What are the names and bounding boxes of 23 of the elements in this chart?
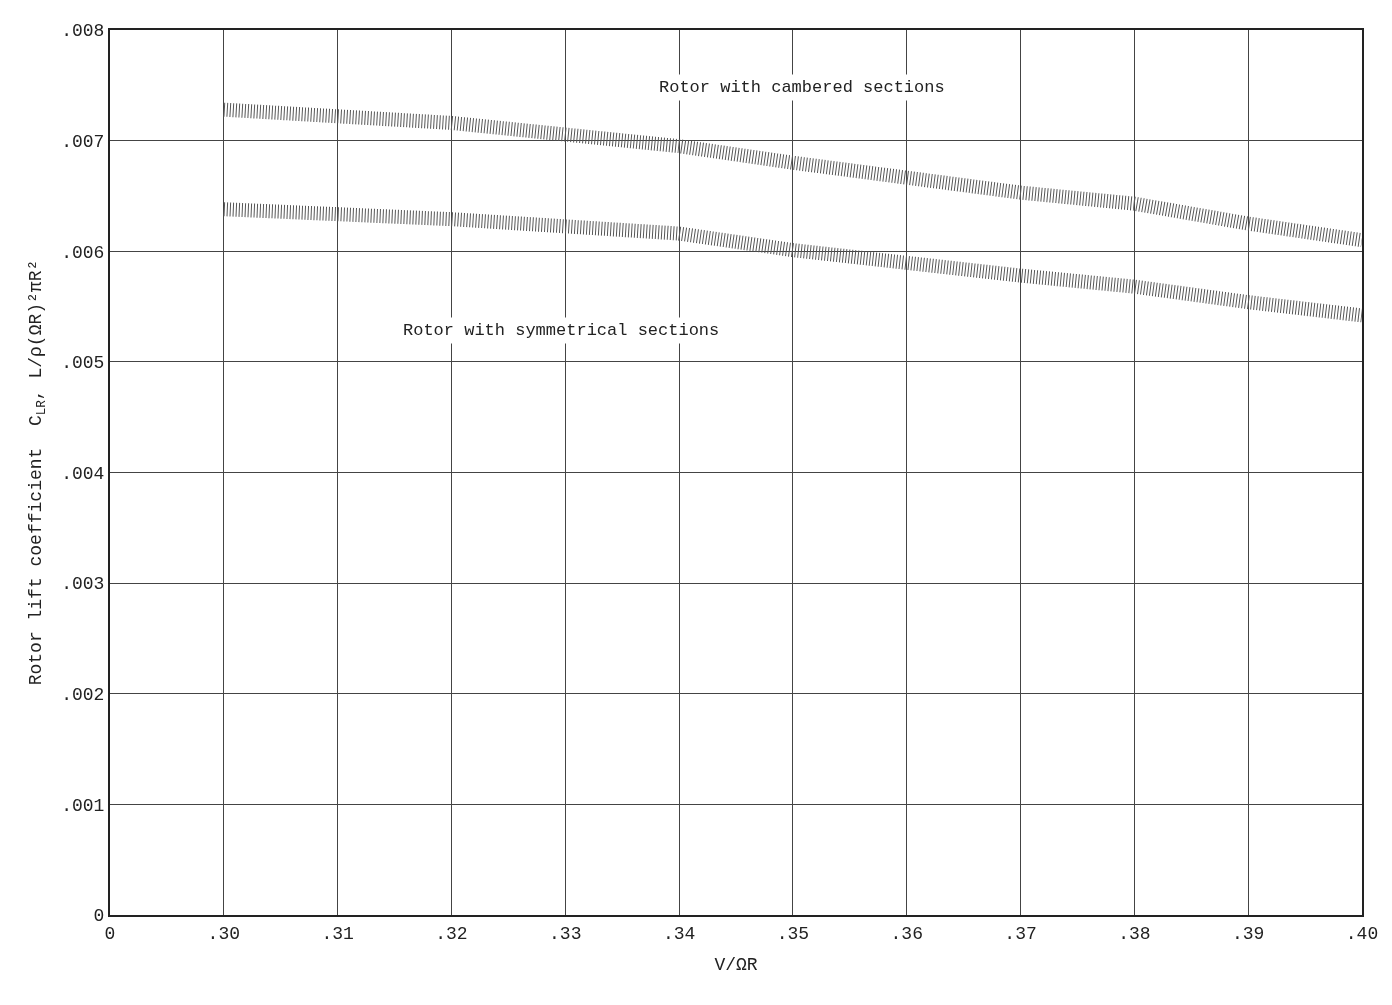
x-tick-label: .34 (662, 923, 696, 944)
x-tick-label: .33 (549, 923, 582, 944)
y-tick-label: .002 (61, 685, 105, 706)
x-tick-label: .32 (435, 923, 468, 944)
x-tick-label: .40 (1345, 923, 1379, 944)
y-tick-label: 0 (93, 906, 105, 927)
y-tick-label: .005 (61, 353, 105, 374)
x-tick-label: .30 (207, 923, 241, 944)
y-tick-label: .006 (61, 242, 105, 263)
y-tick-label: .008 (61, 21, 105, 42)
x-axis-title: V/ΩR (714, 955, 758, 976)
x-tick-label: .39 (1231, 923, 1265, 944)
x-tick-label: .36 (890, 923, 923, 944)
y-tick-label: .001 (61, 795, 105, 816)
x-tick-label: .38 (1118, 923, 1151, 944)
x-tick-label: .37 (1004, 923, 1037, 944)
y-tick-label: .004 (61, 463, 105, 484)
y-tick-label: .007 (61, 131, 105, 152)
annotation: Rotor with symmetrical sections (403, 321, 720, 340)
x-tick-label: .31 (321, 923, 354, 944)
annotation: Rotor with cambered sections (659, 78, 945, 97)
x-tick-label: .35 (776, 923, 810, 944)
y-tick-label: .003 (61, 574, 105, 595)
